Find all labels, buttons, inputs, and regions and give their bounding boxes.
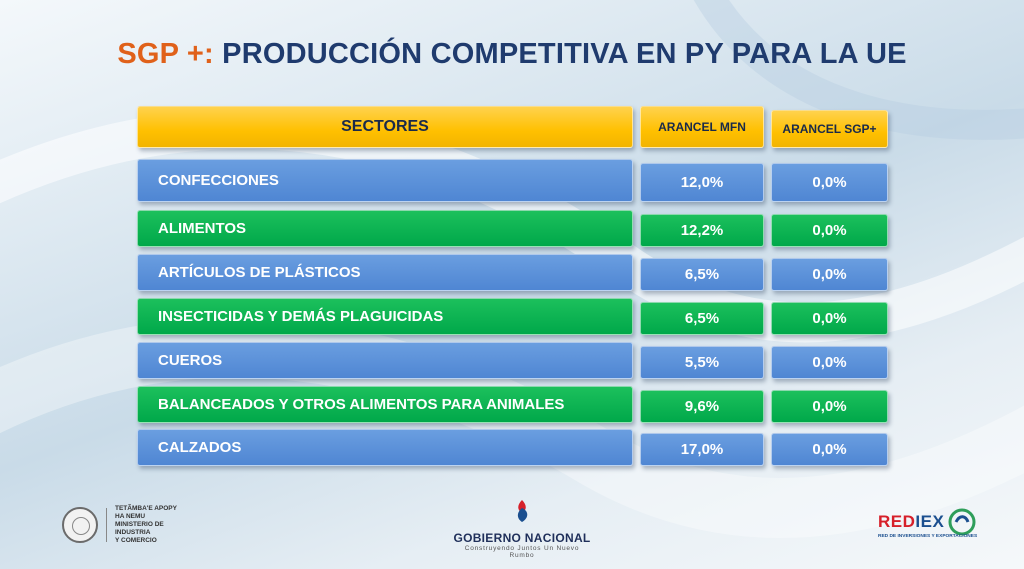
sector-cell: ALIMENTOS (137, 210, 633, 247)
gobierno-flame-icon (517, 500, 528, 522)
national-seal-icon (62, 507, 98, 543)
header-arancel-mfn: ARANCEL MFN (640, 106, 764, 148)
sector-cell: CUEROS (137, 342, 633, 379)
arancel-mfn-cell: 5,5% (640, 346, 764, 379)
rediex-iex-part: IEX (915, 512, 945, 531)
ministry-line: MINISTERIO DE (115, 521, 164, 528)
header-arancel-sgp: ARANCEL SGP+ (771, 110, 888, 148)
ministry-name: TETÃMBA'E APOPY HA NEMU MINISTERIO DE IN… (115, 505, 195, 545)
title-main: PRODUCCIÓN COMPETITIVA EN PY PARA LA UE (222, 38, 907, 70)
arancel-mfn-cell: 6,5% (640, 302, 764, 335)
arancel-mfn-cell: 12,0% (640, 163, 764, 202)
rediex-red-part: RED (878, 512, 916, 531)
ministry-line: Y COMERCIO (115, 537, 157, 544)
sector-cell: INSECTICIDAS Y DEMÁS PLAGUICIDAS (137, 298, 633, 335)
arancel-sgp-cell: 0,0% (771, 258, 888, 291)
ministry-line: HA NEMU (115, 513, 146, 520)
logo-divider (106, 508, 107, 542)
arancel-sgp-cell: 0,0% (771, 214, 888, 247)
header-sectores: SECTORES (137, 106, 633, 148)
ministry-line: INDUSTRIA (115, 529, 151, 536)
sector-cell: CALZADOS (137, 429, 633, 466)
sector-cell: BALANCEADOS Y OTROS ALIMENTOS PARA ANIMA… (137, 386, 633, 423)
gobierno-tagline: Construyendo Juntos Un Nuevo Rumbo (464, 545, 580, 559)
arancel-mfn-cell: 9,6% (640, 390, 764, 423)
gobierno-name: GOBIERNO NACIONAL (453, 531, 591, 545)
arancel-mfn-cell: 6,5% (640, 258, 764, 291)
rediex-tagline: RED DE INVERSIONES Y EXPORTACIONES (878, 534, 978, 539)
sector-cell: ARTÍCULOS DE PLÁSTICOS (137, 254, 633, 291)
title-prefix: SGP +: (117, 38, 214, 70)
ministry-logo: TETÃMBA'E APOPY HA NEMU MINISTERIO DE IN… (62, 505, 195, 545)
arancel-sgp-cell: 0,0% (771, 163, 888, 202)
gobierno-nacional-logo: GOBIERNO NACIONAL Construyendo Juntos Un… (452, 498, 592, 559)
rediex-logo: REDIEX RED DE INVERSIONES Y EXPORTACIONE… (878, 508, 977, 539)
sector-cell: CONFECCIONES (137, 159, 633, 202)
arancel-sgp-cell: 0,0% (771, 390, 888, 423)
rediex-wordmark: REDIEX (878, 512, 944, 532)
arancel-sgp-cell: 0,0% (771, 302, 888, 335)
arancel-mfn-cell: 12,2% (640, 214, 764, 247)
ministry-line: TETÃMBA'E APOPY (115, 505, 177, 512)
rediex-swirl-icon (948, 508, 976, 536)
arancel-sgp-cell: 0,0% (771, 433, 888, 466)
page-title: SGP +: PRODUCCIÓN COMPETITIVA EN PY PARA… (0, 38, 1024, 71)
arancel-mfn-cell: 17,0% (640, 433, 764, 466)
arancel-sgp-cell: 0,0% (771, 346, 888, 379)
